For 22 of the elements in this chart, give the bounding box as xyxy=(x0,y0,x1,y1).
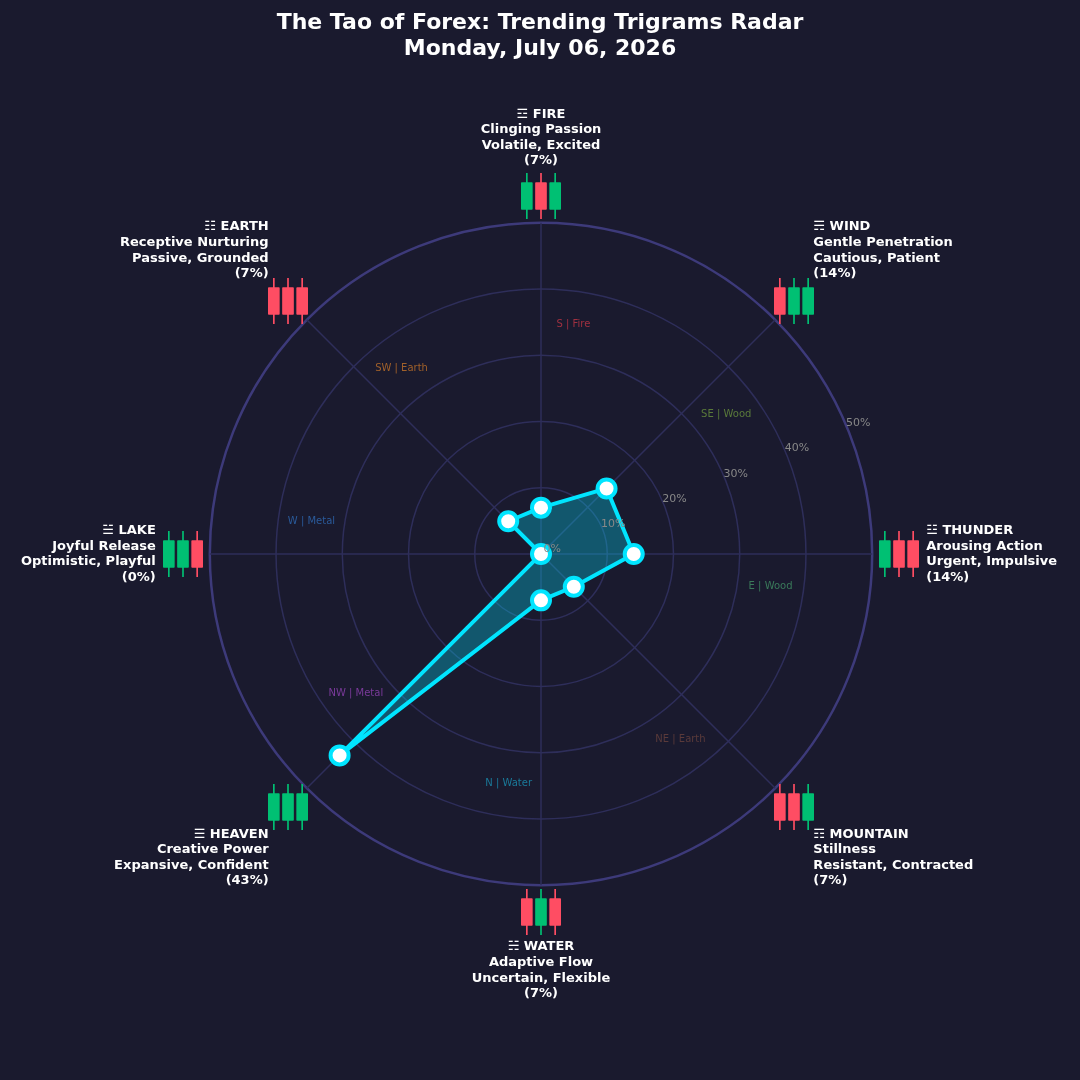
y-tick-label: 30% xyxy=(723,466,749,480)
text: N | Water xyxy=(485,777,533,790)
spoke-label: ☶ MOUNTAIN Stillness Resistant, Contracted (7%) xyxy=(813,825,974,888)
text: NE | Earth xyxy=(655,732,706,745)
y-tick-label: 40% xyxy=(784,441,810,455)
text: SW | Earth xyxy=(375,362,428,375)
y-tick-label: 50% xyxy=(846,416,871,430)
text: NW | Metal xyxy=(328,687,384,700)
spoke-label: ☳ THUNDER Arousing Action Urgent, Impulsive (14%) xyxy=(926,521,1058,584)
spoke-label: ☴ WIND Gentle Penetration Cautious, Patient (14%) xyxy=(813,218,953,281)
spoke-label: ☲ FIRE Clinging Passion Volatile, Excited (7%) xyxy=(480,105,602,168)
spoke-label: ☵ WATER Adaptive Flow Uncertain, Flexible (7%) xyxy=(471,938,611,1001)
chart-subtitle: Monday, July 06, 2026 xyxy=(403,35,677,61)
spoke-label: ☰ HEAVEN Creative Power Expansive, Confident (43%) xyxy=(114,825,270,888)
chart-title: The Tao of Forex: Trending Trigrams Radar xyxy=(276,8,804,34)
text: S | Fire xyxy=(556,318,591,331)
text: W | Metal xyxy=(287,515,336,528)
y-tick-label: 20% xyxy=(662,491,687,505)
spoke-label: ☱ LAKE Joyful Release Optimistic, Playful (0%) xyxy=(20,521,156,584)
text: E | Wood xyxy=(748,579,793,592)
spoke-label: ☷ EARTH Receptive Nurturing Passive, Grounded (7%) xyxy=(120,218,269,281)
text: SE | Wood xyxy=(701,408,752,421)
